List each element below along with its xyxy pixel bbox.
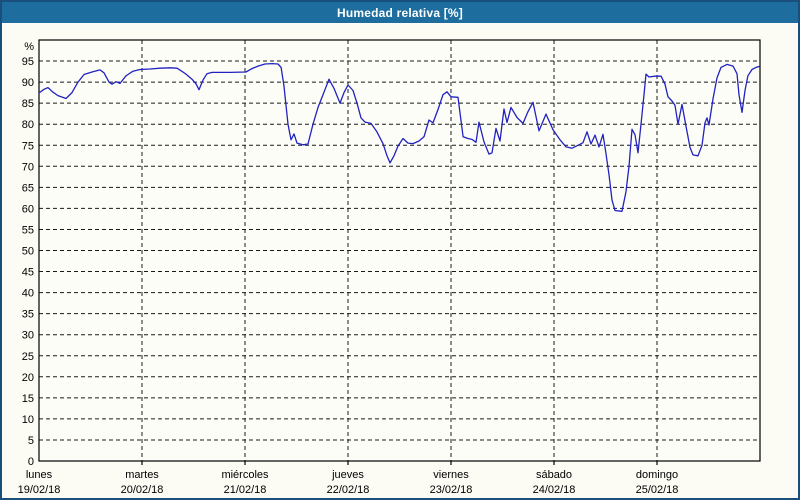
y-tick-label: 85: [22, 98, 34, 110]
y-tick-label: 50: [22, 246, 34, 258]
y-tick-label: 75: [22, 140, 34, 152]
y-tick-label: 5: [28, 435, 34, 447]
x-axis-date-label: 22/02/18: [327, 484, 370, 496]
plot-area: 95 90 85 80 75 70 65 60 55 50 45 40 35 30 25 20 15 10 5 0% l…: [2, 23, 798, 498]
y-tick-label: 70: [22, 161, 34, 173]
y-tick-label: 20: [22, 372, 34, 384]
y-tick-label: 80: [22, 119, 34, 131]
y-tick-label: 40: [22, 288, 34, 300]
y-tick-label: 30: [22, 330, 34, 342]
x-axis-day-label: miércoles: [221, 469, 269, 481]
data-line: [38, 62, 760, 212]
y-tick-label: 55: [22, 224, 34, 236]
x-axis-date-label: 25/02/18: [636, 484, 679, 496]
x-axis-date-label: 24/02/18: [533, 484, 576, 496]
x-axis-date-label: 23/02/18: [430, 484, 473, 496]
x-axis-day-label: jueves: [331, 469, 364, 481]
humidity-line-chart: 95908580757065605550454035302520151050%l…: [18, 39, 761, 496]
y-tick-label: 65: [22, 182, 34, 194]
y-tick-label: 0: [28, 456, 34, 468]
chart-title: Humedad relativa [%]: [336, 5, 464, 20]
y-tick-label: 60: [22, 203, 34, 215]
y-tick-label: 15: [22, 393, 34, 405]
title-bar: Humedad relativa [%]: [2, 2, 798, 23]
y-tick-label: 95: [22, 56, 34, 68]
x-axis-day-label: viernes: [433, 469, 469, 481]
x-axis-day-label: lunes: [26, 469, 53, 481]
x-axis-date-label: 19/02/18: [18, 484, 61, 496]
y-tick-label: 45: [22, 267, 34, 279]
x-axis-day-label: martes: [125, 469, 159, 481]
y-tick-label: 35: [22, 309, 34, 321]
plot-border: [38, 39, 761, 462]
y-tick-label: 25: [22, 351, 34, 363]
y-tick-label: 90: [22, 77, 34, 89]
y-tick-label: 10: [22, 414, 34, 426]
x-axis-date-label: 21/02/18: [224, 484, 267, 496]
x-axis-date-label: 20/02/18: [121, 484, 164, 496]
y-axis-unit-label: %: [24, 41, 34, 53]
x-axis-day-label: sábado: [536, 469, 572, 481]
x-axis-day-label: domingo: [636, 469, 678, 481]
